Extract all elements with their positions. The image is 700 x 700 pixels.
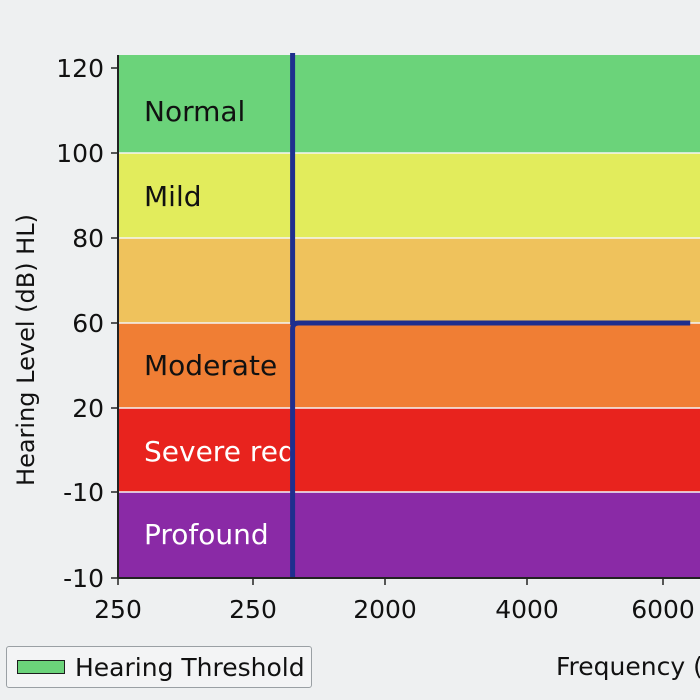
band-label: Normal [144, 95, 245, 128]
band-severe-red [118, 408, 700, 492]
y-tick-label: 120 [56, 54, 104, 83]
band-label: Mild [144, 180, 202, 213]
legend: Hearing Threshold [6, 646, 312, 688]
x-tick-label: 4000 [495, 595, 559, 624]
band-normal [118, 55, 700, 153]
y-tick-label: 60 [72, 309, 104, 338]
series-layer [290, 53, 691, 578]
band-label: Moderate [144, 349, 277, 382]
x-tick-labels: 250 250 2000 4000 6000 [94, 578, 695, 624]
legend-swatch-icon [17, 660, 65, 674]
x-tick-label: 250 [94, 595, 142, 624]
y-tick-label: 20 [72, 394, 104, 423]
legend-label: Hearing Threshold [75, 652, 305, 682]
y-tick-labels: 120 100 80 60 20 -10 -10 [56, 54, 118, 593]
x-tick-label: 250 [229, 595, 277, 624]
band-moderate [118, 323, 700, 408]
axes [117, 55, 700, 579]
y-tick-label: -10 [63, 478, 104, 507]
band-label: Profound [144, 518, 269, 551]
y-tick-label: 100 [56, 139, 104, 168]
y-tick-label: -10 [63, 564, 104, 593]
band-label: Severe red [144, 435, 296, 468]
band-unlabeled-2 [118, 238, 700, 323]
hearing-bands [118, 55, 700, 578]
y-axis-label: Hearing Level (dB) HL) [12, 214, 40, 486]
x-tick-label: 2000 [353, 595, 417, 624]
band-labels: Normal Mild Moderate Severe red Profound [144, 95, 296, 551]
y-tick-label: 80 [72, 224, 104, 253]
band-mild [118, 153, 700, 238]
x-tick-label: 6000 [631, 595, 695, 624]
band-profound [118, 492, 700, 578]
x-axis-label: Frequency ( [556, 652, 700, 681]
